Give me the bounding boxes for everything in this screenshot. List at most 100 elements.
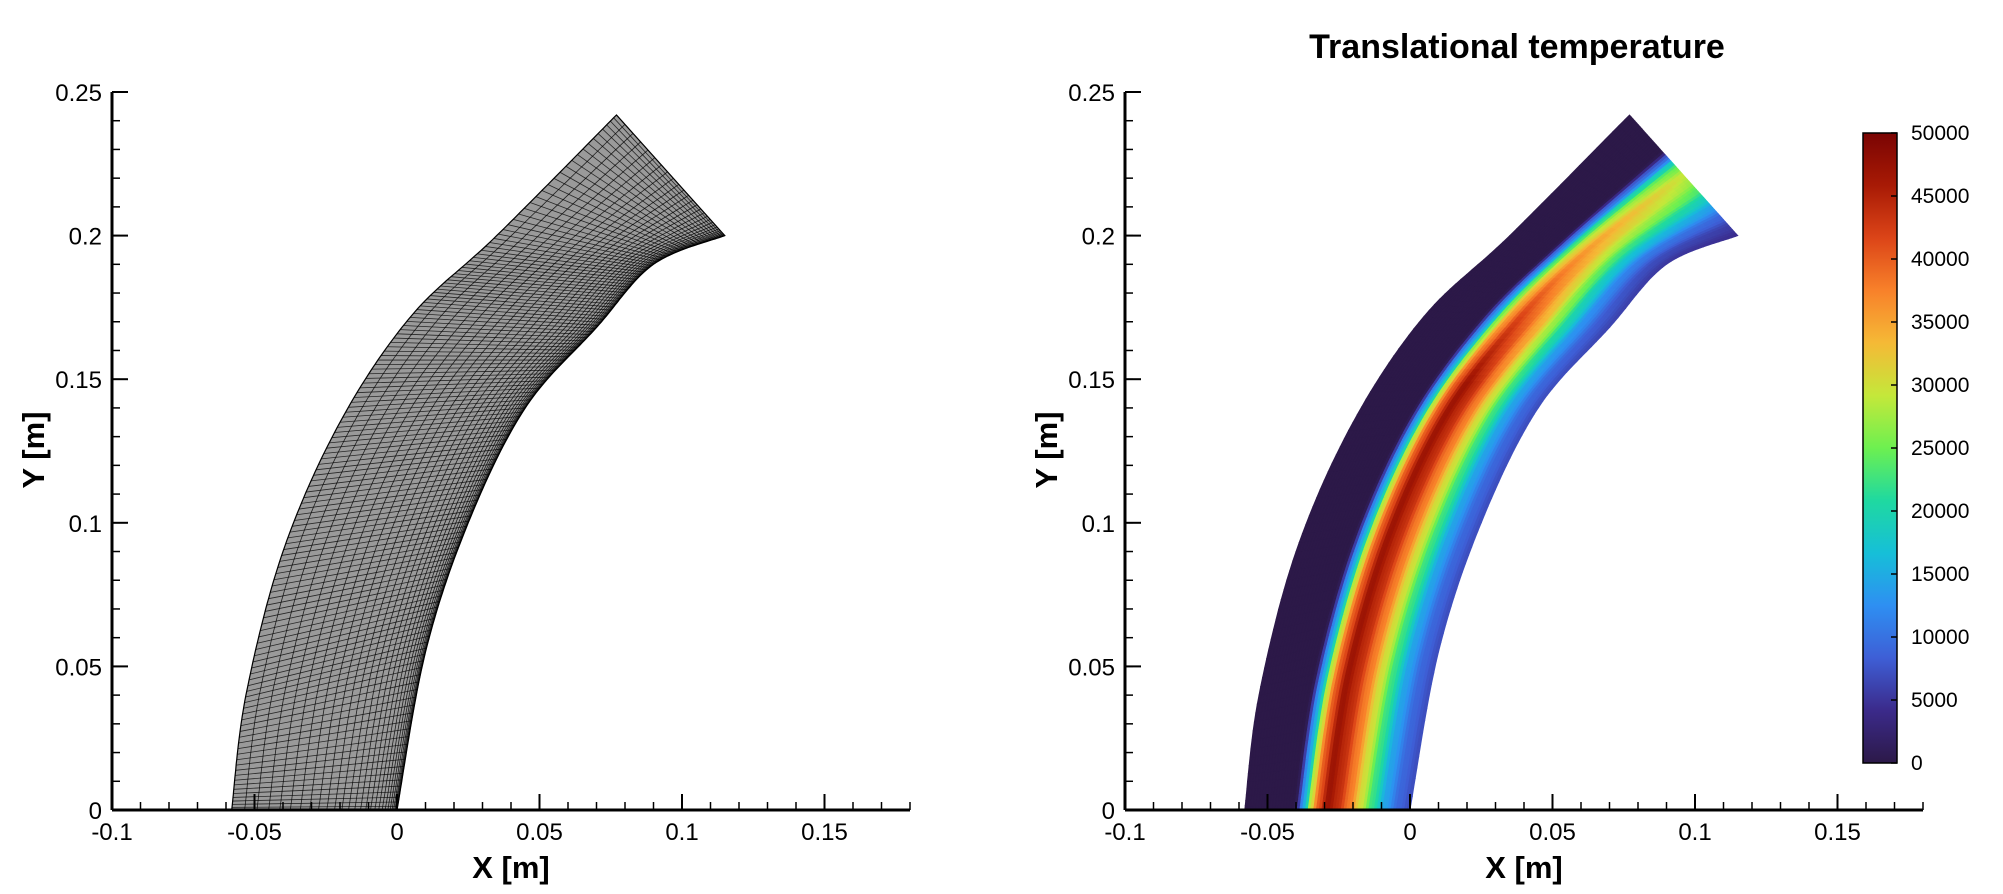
mesh-radial-line [265, 573, 449, 612]
mesh-radial-line [535, 196, 678, 253]
mesh-wall-line [360, 208, 702, 810]
mesh-radial-line [458, 270, 630, 288]
mesh-radial-line [368, 369, 556, 375]
mesh-radial-line [285, 515, 472, 545]
mesh-wall-line [309, 171, 668, 810]
left-y-tick-label: 0.2 [69, 224, 102, 251]
mesh-radial-line [541, 190, 681, 251]
mesh-radial-line [374, 362, 562, 365]
mesh-wall-line [365, 212, 705, 810]
mesh-radial-line [239, 704, 415, 738]
mesh-radial-line [613, 117, 724, 237]
mesh-radial-line [502, 229, 658, 263]
mesh-wall-line [384, 226, 718, 810]
mesh-radial-line [310, 458, 497, 482]
left-y-tick-label: 0.05 [55, 654, 102, 681]
mesh-radial-line [481, 249, 644, 273]
mesh-radial-line [242, 674, 421, 715]
mesh-radial-line [559, 171, 692, 247]
mesh-radial-line [443, 282, 621, 299]
mesh-radial-line [450, 276, 626, 294]
left-x-tick-label: 0.05 [516, 819, 563, 846]
mesh-radial-line [529, 202, 674, 254]
mesh-radial-line [268, 562, 453, 600]
mesh-wall-line [244, 124, 626, 810]
mesh-wall-line [396, 235, 725, 810]
mesh-radial-line [393, 337, 581, 345]
mesh-radial-line [241, 681, 420, 721]
mesh-radial-line [348, 395, 534, 408]
mesh-radial-line [233, 779, 402, 790]
mesh-radial-line [410, 316, 596, 329]
mesh-radial-line [565, 165, 696, 246]
mesh-radial-line [236, 736, 410, 761]
left-x-tick-label: -0.05 [227, 819, 282, 846]
mesh-radial-line [239, 696, 417, 732]
mesh-radial-line [403, 325, 590, 336]
mesh-radial-line [248, 635, 430, 681]
mesh-wall-line [389, 230, 721, 810]
mesh-radial-line [362, 376, 550, 384]
mesh-radial-line [251, 623, 434, 669]
mesh-wall-line [370, 215, 708, 810]
mesh-radial-line [252, 617, 435, 663]
mesh-radial-line [396, 333, 584, 342]
mesh-radial-line [244, 660, 424, 703]
mesh-wall-line [299, 164, 662, 810]
mesh-radial-line [616, 114, 726, 236]
mesh-radial-line [232, 805, 398, 808]
mesh-radial-line [287, 510, 474, 539]
mesh-wall-line [289, 157, 656, 810]
mesh-radial-line [477, 253, 642, 275]
mesh-radial-line [331, 420, 518, 439]
mesh-radial-line [266, 568, 451, 606]
mesh-radial-line [416, 309, 602, 323]
mesh-radial-line [577, 154, 703, 244]
mesh-wall-line [256, 133, 634, 810]
mesh-radial-line [329, 425, 515, 444]
mesh-radial-line [326, 429, 512, 449]
mesh-radial-line [606, 124, 720, 238]
left-x-tick-label: -0.1 [91, 819, 132, 846]
mesh-radial-line [301, 478, 488, 504]
mesh-radial-line [257, 600, 440, 644]
mesh-radial-line [582, 148, 706, 243]
mesh-radial-line [233, 791, 401, 798]
left-x-tick-label: 0 [390, 819, 403, 846]
temperature-field [1244, 114, 1739, 810]
mesh-radial-line [513, 219, 664, 259]
mesh-radial-line [413, 312, 599, 326]
mesh-radial-line [283, 520, 470, 550]
mesh-wall-line [354, 204, 698, 810]
mesh-radial-line [390, 341, 578, 348]
mesh-radial-line [588, 143, 709, 242]
mesh-radial-line [430, 295, 612, 311]
mesh-radial-line [351, 391, 537, 403]
mesh-radial-line [318, 443, 505, 465]
mesh-radial-line [473, 256, 640, 278]
mesh-radial-line [337, 411, 523, 428]
mesh-radial-line [233, 785, 401, 794]
left-x-tick-label: 0.1 [665, 819, 698, 846]
mesh-radial-line [303, 473, 490, 499]
mesh-radial-line [254, 612, 437, 657]
left-y-tick-label: 0.15 [55, 367, 102, 394]
mesh-radial-line [235, 758, 406, 776]
mesh-wall-line [341, 194, 689, 810]
mesh-radial-line [323, 434, 510, 454]
mesh-radial-line [296, 489, 483, 516]
mesh-radial-line [238, 712, 414, 744]
left-x-tick-label: 0.15 [801, 819, 848, 846]
mesh-radial-line [547, 184, 685, 250]
mesh-radial-line [553, 177, 689, 249]
mesh-radial-line [356, 383, 543, 394]
mesh-radial-line [279, 531, 465, 562]
mesh-radial-line [420, 305, 604, 320]
mesh-radial-line [406, 320, 593, 333]
mesh-radial-line [359, 380, 547, 389]
mesh-radial-line [339, 407, 526, 423]
mesh-radial-line [469, 260, 637, 280]
mesh-radial-line [524, 207, 671, 256]
mesh-radial-line [313, 453, 500, 476]
left-y-tick-label: 0.1 [69, 511, 102, 538]
